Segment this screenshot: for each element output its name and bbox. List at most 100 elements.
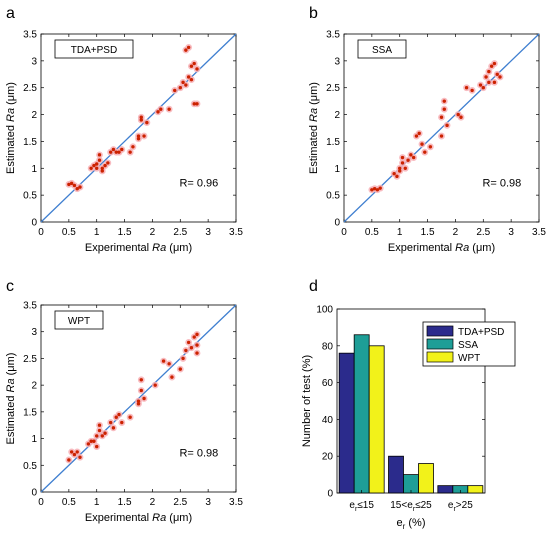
data-point <box>78 455 82 459</box>
data-point <box>439 115 444 119</box>
y-tick-label: 3.5 <box>23 30 37 41</box>
data-point <box>92 163 96 168</box>
bar-wpt <box>467 485 484 494</box>
data-point <box>186 45 191 50</box>
panel-letter-c: c <box>6 278 14 295</box>
x-tick-label: 0 <box>38 497 44 508</box>
data-point <box>195 332 199 337</box>
y-tick-label: 1 <box>31 434 37 445</box>
plot-frame <box>40 304 237 493</box>
data-point <box>195 67 199 71</box>
data-point <box>189 346 194 350</box>
data-point <box>136 402 141 406</box>
plot-frame <box>40 33 237 223</box>
x-tick-label: 15<er≤25 <box>390 500 432 513</box>
data-point <box>464 86 469 90</box>
legend-swatch <box>426 325 454 337</box>
data-point <box>97 428 102 433</box>
data-point <box>159 107 163 111</box>
y-tick-label: 2.5 <box>326 83 340 94</box>
data-point <box>167 107 171 111</box>
identity-line <box>343 33 540 223</box>
data-point <box>184 48 188 52</box>
data-point <box>186 340 191 345</box>
data-point <box>142 134 146 138</box>
data-point <box>111 426 116 430</box>
data-point <box>139 378 143 382</box>
data-point <box>114 150 118 154</box>
x-tick-label: 0 <box>341 227 347 238</box>
data-point <box>498 75 502 79</box>
data-point <box>481 86 485 90</box>
y-tick-label: 1 <box>31 164 37 175</box>
data-point <box>459 115 463 119</box>
data-point <box>189 77 194 82</box>
data-point <box>114 415 118 419</box>
data-point <box>117 412 121 417</box>
x-tick-label: er>25 <box>448 500 473 513</box>
data-point <box>95 444 99 449</box>
data-point <box>136 399 141 403</box>
legend-box <box>54 39 134 59</box>
data-point <box>178 367 182 371</box>
data-point <box>192 102 196 106</box>
data-point <box>192 61 196 66</box>
data-point <box>409 153 413 157</box>
x-tick-label: 1 <box>94 497 100 508</box>
legend-box <box>357 39 407 59</box>
x-tick-label: 1 <box>94 227 100 238</box>
data-point <box>189 64 194 68</box>
data-point <box>478 83 483 87</box>
data-point <box>72 452 77 457</box>
data-point <box>111 147 116 152</box>
correlation-annotation: R= 0.96 <box>179 177 218 189</box>
data-point <box>195 351 199 355</box>
data-point <box>108 420 113 425</box>
data-point <box>156 110 160 114</box>
data-point <box>108 150 113 154</box>
x-axis-label: Experimental Ra (μm) <box>85 242 192 254</box>
y-tick-label: 1.5 <box>23 407 37 418</box>
data-point <box>489 64 494 68</box>
y-tick-label: 3.5 <box>326 30 340 41</box>
scatter-panel-c: 0 0.5 1 1.5 2 2.5 3 3.5 0 0.5 1 1.5 2 2.5 3 3.5 WPT R= 0.… <box>5 301 243 525</box>
bar-tda-psd <box>437 485 454 494</box>
y-tick-label: 0 <box>327 489 333 500</box>
data-point <box>136 137 141 141</box>
bar-ssa <box>353 334 370 494</box>
data-point <box>136 134 141 138</box>
y-tick-label: 0 <box>31 488 37 499</box>
x-tick-label: 2.5 <box>173 497 187 508</box>
data-point <box>161 359 166 363</box>
y-tick-label: 1 <box>334 164 340 175</box>
y-tick-label: 2.5 <box>23 83 37 94</box>
data-point <box>72 183 77 188</box>
x-tick-label: 3 <box>508 227 514 238</box>
data-point <box>184 83 188 87</box>
data-point <box>95 434 99 438</box>
data-point <box>378 186 382 190</box>
data-point <box>398 166 402 170</box>
data-point <box>89 166 93 170</box>
data-point <box>69 450 74 454</box>
data-point <box>487 69 491 74</box>
y-tick-label: 3 <box>31 56 37 67</box>
data-point <box>195 102 199 106</box>
identity-line <box>40 33 237 223</box>
data-point <box>195 343 199 347</box>
correlation-annotation: R= 0.98 <box>482 177 521 189</box>
legend-label: TDA+PSD <box>458 327 504 338</box>
data-point <box>492 80 497 85</box>
y-axis-label: Number of test (%) <box>301 355 313 447</box>
y-tick-label: 100 <box>316 305 333 316</box>
plot-frame <box>343 33 540 223</box>
data-point <box>400 155 405 160</box>
data-point <box>139 388 143 393</box>
data-point <box>184 348 188 353</box>
data-point <box>170 375 174 379</box>
panel-letter-b: b <box>309 5 318 22</box>
data-point <box>414 134 419 138</box>
x-tick-label: 0 <box>38 227 44 238</box>
x-tick-label: 3.5 <box>532 227 546 238</box>
